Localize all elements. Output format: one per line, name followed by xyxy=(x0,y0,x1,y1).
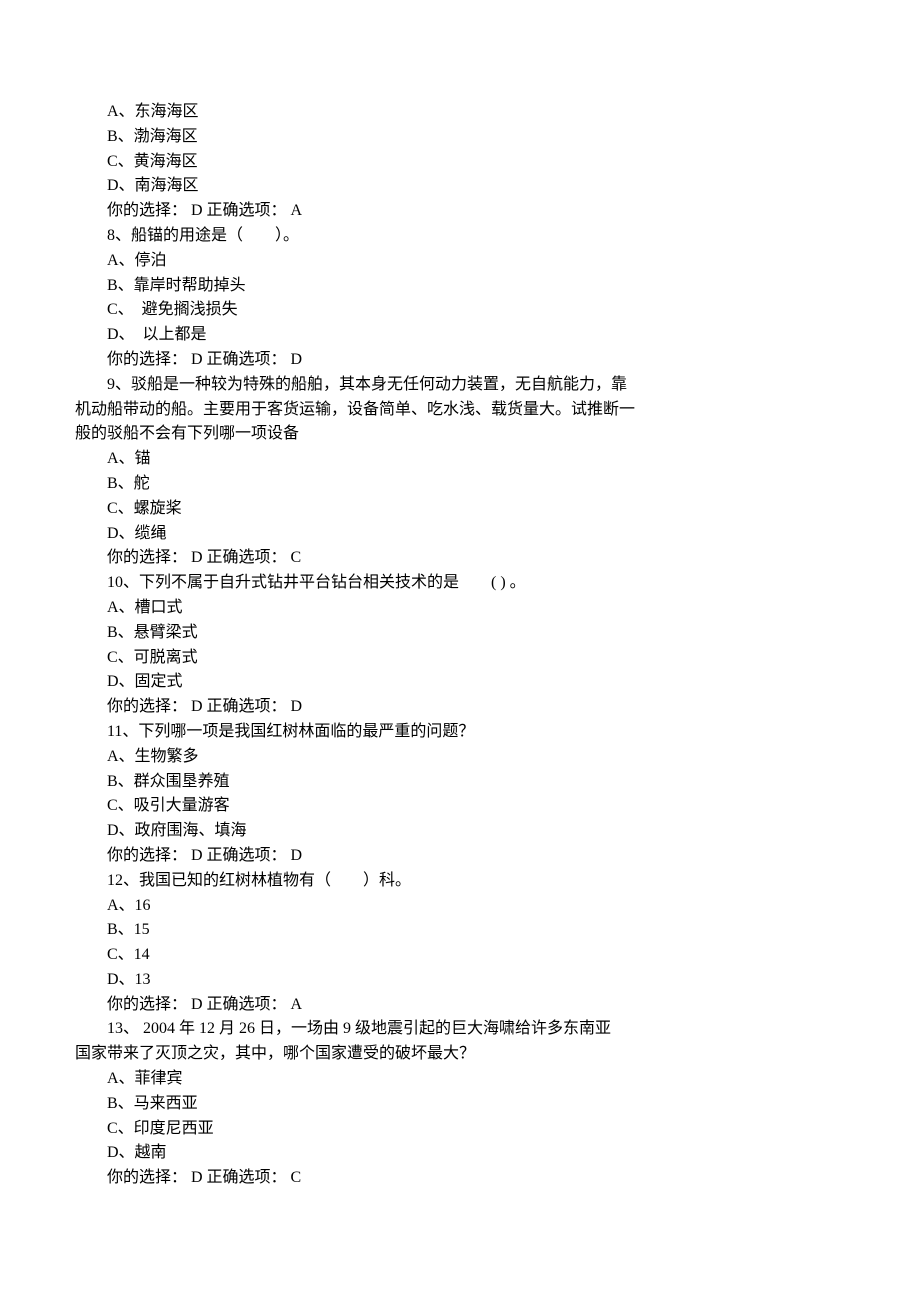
answer-text: 你的选择： D 正确选项： A xyxy=(75,993,845,1018)
question-stem: 10、下列不属于自升式钻井平台钻台相关技术的是 ( ) 。 xyxy=(75,571,845,596)
option-text: A、东海海区 xyxy=(75,100,845,125)
question-stem: 12、我国已知的红树林植物有（ ）科。 xyxy=(75,869,845,894)
option-text: C、黄海海区 xyxy=(75,150,845,175)
answer-text: 你的选择： D 正确选项： D xyxy=(75,695,845,720)
answer-text: 你的选择： D 正确选项： A xyxy=(75,199,845,224)
option-text: C、吸引大量游客 xyxy=(75,794,845,819)
option-text: C、螺旋桨 xyxy=(75,497,845,522)
option-text: A、停泊 xyxy=(75,249,845,274)
question-stem: 11、下列哪一项是我国红树林面临的最严重的问题？ xyxy=(75,720,845,745)
question-stem: 9、驳船是一种较为特殊的船舶，其本身无任何动力装置，无自航能力，靠 xyxy=(75,373,845,398)
option-text: D、 以上都是 xyxy=(75,323,845,348)
option-text: B、悬臂梁式 xyxy=(75,621,845,646)
option-text: D、政府围海、填海 xyxy=(75,819,845,844)
question-stem: 机动船带动的船。主要用于客货运输，设备简单、吃水浅、载货量大。试推断一 xyxy=(75,398,845,423)
question-stem: 国家带来了灭顶之灾，其中，哪个国家遭受的破坏最大？ xyxy=(75,1042,845,1067)
option-text: C、 避免搁浅损失 xyxy=(75,298,845,323)
option-text: D、南海海区 xyxy=(75,174,845,199)
option-text: B、渤海海区 xyxy=(75,125,845,150)
option-text: C、可脱离式 xyxy=(75,646,845,671)
option-text: B、靠岸时帮助掉头 xyxy=(75,274,845,299)
option-text: D、越南 xyxy=(75,1141,845,1166)
option-text: B、群众围垦养殖 xyxy=(75,770,845,795)
answer-text: 你的选择： D 正确选项： C xyxy=(75,1166,845,1191)
option-text: D、13 xyxy=(75,968,845,993)
option-text: A、锚 xyxy=(75,447,845,472)
question-stem: 13、 2004 年 12 月 26 日，一场由 9 级地震引起的巨大海啸给许多… xyxy=(75,1017,845,1042)
option-text: C、14 xyxy=(75,943,845,968)
answer-text: 你的选择： D 正确选项： D xyxy=(75,844,845,869)
option-text: A、16 xyxy=(75,894,845,919)
option-text: A、菲律宾 xyxy=(75,1067,845,1092)
option-text: D、固定式 xyxy=(75,670,845,695)
option-text: C、印度尼西亚 xyxy=(75,1117,845,1142)
answer-text: 你的选择： D 正确选项： D xyxy=(75,348,845,373)
answer-text: 你的选择： D 正确选项： C xyxy=(75,546,845,571)
option-text: A、槽口式 xyxy=(75,596,845,621)
option-text: B、15 xyxy=(75,918,845,943)
option-text: B、舵 xyxy=(75,472,845,497)
option-text: A、生物繁多 xyxy=(75,745,845,770)
question-stem: 般的驳船不会有下列哪一项设备 xyxy=(75,422,845,447)
document-page: A、东海海区 B、渤海海区 C、黄海海区 D、南海海区 你的选择： D 正确选项… xyxy=(0,0,920,1291)
question-stem: 8、船锚的用途是（ ）。 xyxy=(75,224,845,249)
option-text: D、缆绳 xyxy=(75,522,845,547)
option-text: B、马来西亚 xyxy=(75,1092,845,1117)
